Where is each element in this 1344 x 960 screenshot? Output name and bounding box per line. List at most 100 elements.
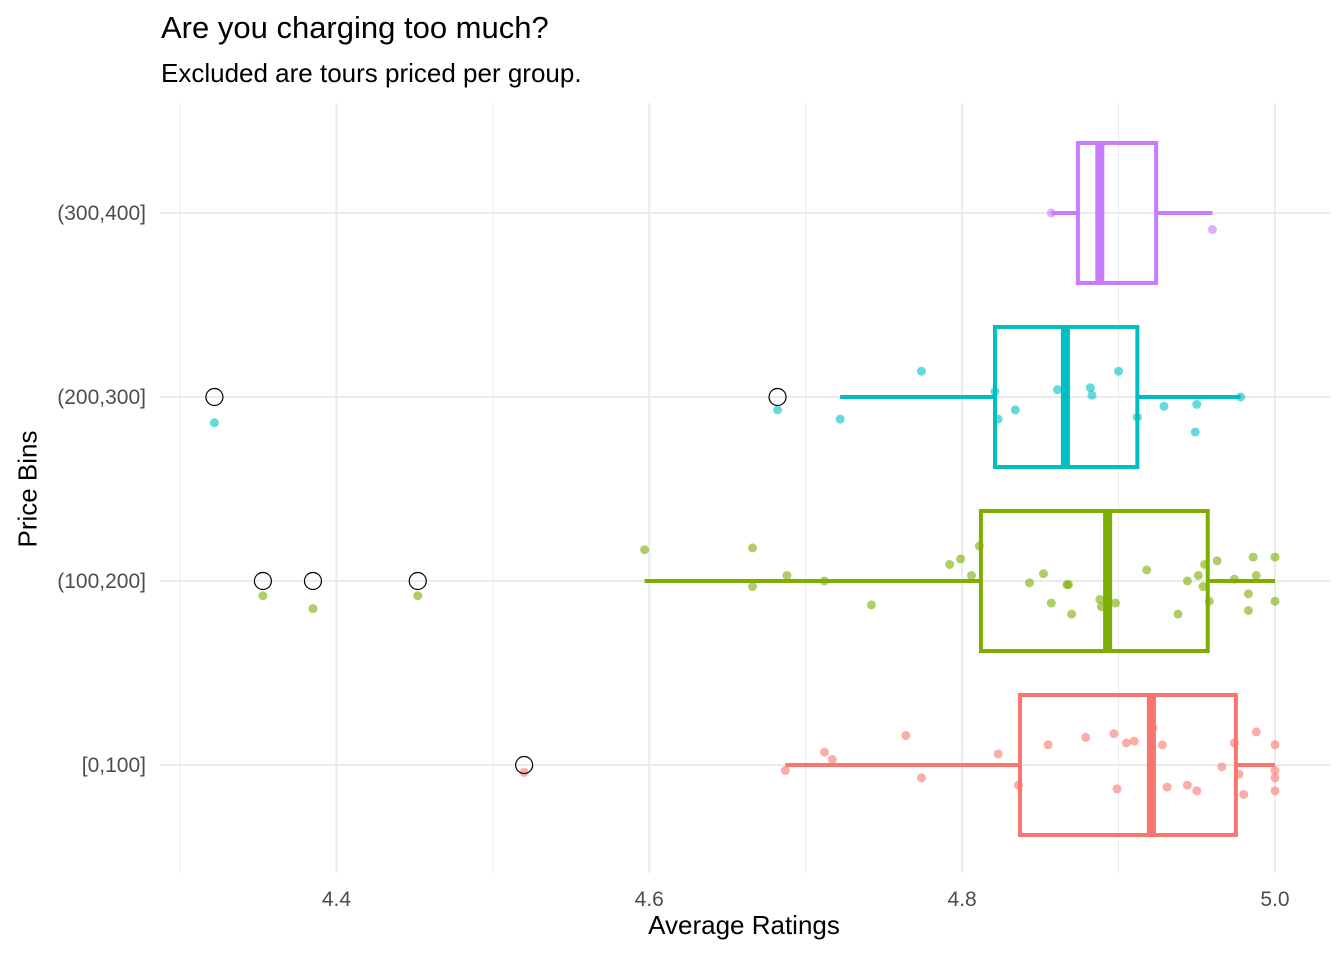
data-point <box>819 576 829 586</box>
data-point <box>945 559 955 569</box>
data-point <box>819 747 829 757</box>
data-point <box>1053 385 1063 395</box>
x-tick-label: 5.0 <box>1260 888 1289 911</box>
minor-gridlines <box>179 103 1120 873</box>
outlier-point <box>408 571 427 591</box>
box-(100,200] <box>644 509 1275 653</box>
data-point <box>1212 556 1222 566</box>
data-point <box>1159 401 1169 411</box>
data-point <box>1046 598 1056 608</box>
data-point <box>993 749 1003 759</box>
data-point <box>258 591 268 601</box>
data-point <box>1121 738 1131 748</box>
x-tick-label: 4.4 <box>322 888 352 911</box>
outlier-point <box>515 755 534 775</box>
data-point <box>1193 570 1203 580</box>
outlier-point <box>253 571 273 591</box>
data-point <box>519 767 529 777</box>
data-point <box>1096 602 1106 612</box>
data-point <box>1087 390 1097 400</box>
boxplot-series <box>644 141 1275 837</box>
iqr-box <box>1075 141 1159 285</box>
data-point <box>1162 782 1172 792</box>
data-point <box>782 570 792 580</box>
iqr-box <box>978 509 1210 653</box>
data-point <box>209 418 219 428</box>
outlier-point <box>205 387 224 407</box>
data-point <box>1270 773 1280 783</box>
data-point <box>1114 366 1124 376</box>
data-point <box>1200 559 1210 569</box>
data-point <box>1110 598 1120 608</box>
outlier-point <box>303 571 323 591</box>
x-tick-label: 4.8 <box>948 888 977 911</box>
data-point <box>413 591 423 601</box>
jitter-points <box>209 208 1280 799</box>
data-point <box>866 600 876 610</box>
box-[0,100] <box>785 693 1275 837</box>
y-tick-label: (300,400] <box>57 202 146 225</box>
data-point <box>1192 399 1202 409</box>
data-point <box>1142 565 1152 575</box>
data-point <box>640 545 650 555</box>
data-point <box>1239 789 1249 799</box>
data-point <box>990 386 1000 396</box>
data-point <box>1229 738 1239 748</box>
data-point <box>1217 762 1227 772</box>
data-point <box>1081 732 1091 742</box>
data-point <box>1198 582 1208 592</box>
data-point <box>1243 605 1253 615</box>
data-point <box>1270 552 1280 562</box>
data-point <box>1270 786 1280 796</box>
data-point <box>780 766 790 776</box>
data-point <box>835 414 845 424</box>
data-point <box>916 366 926 376</box>
data-point <box>1182 780 1192 790</box>
data-point <box>1157 740 1167 750</box>
data-point <box>1251 727 1261 737</box>
data-point <box>967 570 977 580</box>
data-point <box>1248 552 1258 562</box>
x-axis-ticks: 4.4 4.6 4.8 5.0 <box>322 888 1290 911</box>
y-tick-label: (100,200] <box>57 570 146 593</box>
box-(300,400] <box>1051 141 1213 285</box>
data-point <box>1109 729 1119 739</box>
x-tick-label: 4.6 <box>635 888 664 911</box>
data-point <box>916 773 926 783</box>
data-point <box>1010 405 1020 415</box>
data-point <box>1013 780 1023 790</box>
data-point <box>308 604 318 614</box>
x-axis-label: Average Ratings <box>648 910 840 940</box>
y-tick-label: (200,300] <box>57 386 146 409</box>
data-point <box>1043 740 1053 750</box>
data-point <box>748 543 758 553</box>
data-point <box>993 414 1003 424</box>
chart-subtitle: Excluded are tours priced per group. <box>161 58 582 88</box>
data-point <box>901 731 911 741</box>
data-point <box>1182 576 1192 586</box>
outlier-point <box>768 387 787 407</box>
data-point <box>974 541 984 551</box>
data-point <box>1173 609 1183 619</box>
data-point <box>1046 208 1056 218</box>
data-point <box>1132 412 1142 422</box>
data-point <box>1192 786 1202 796</box>
data-point <box>1270 596 1280 606</box>
data-point <box>773 405 783 415</box>
data-point <box>1067 609 1077 619</box>
data-point <box>1229 574 1239 584</box>
data-point <box>1190 427 1200 437</box>
data-point <box>1024 578 1034 588</box>
data-point <box>1243 589 1253 599</box>
box-(200,300] <box>840 325 1241 469</box>
data-point <box>1064 580 1074 590</box>
iqr-box <box>1018 693 1238 837</box>
data-point <box>1236 392 1246 402</box>
data-point <box>1112 784 1122 794</box>
chart-title: Are you charging too much? <box>161 10 549 45</box>
major-gridlines <box>160 103 1330 873</box>
data-point <box>1038 569 1048 579</box>
data-point <box>1204 596 1214 606</box>
data-point <box>1270 766 1280 776</box>
data-point <box>1148 723 1158 733</box>
